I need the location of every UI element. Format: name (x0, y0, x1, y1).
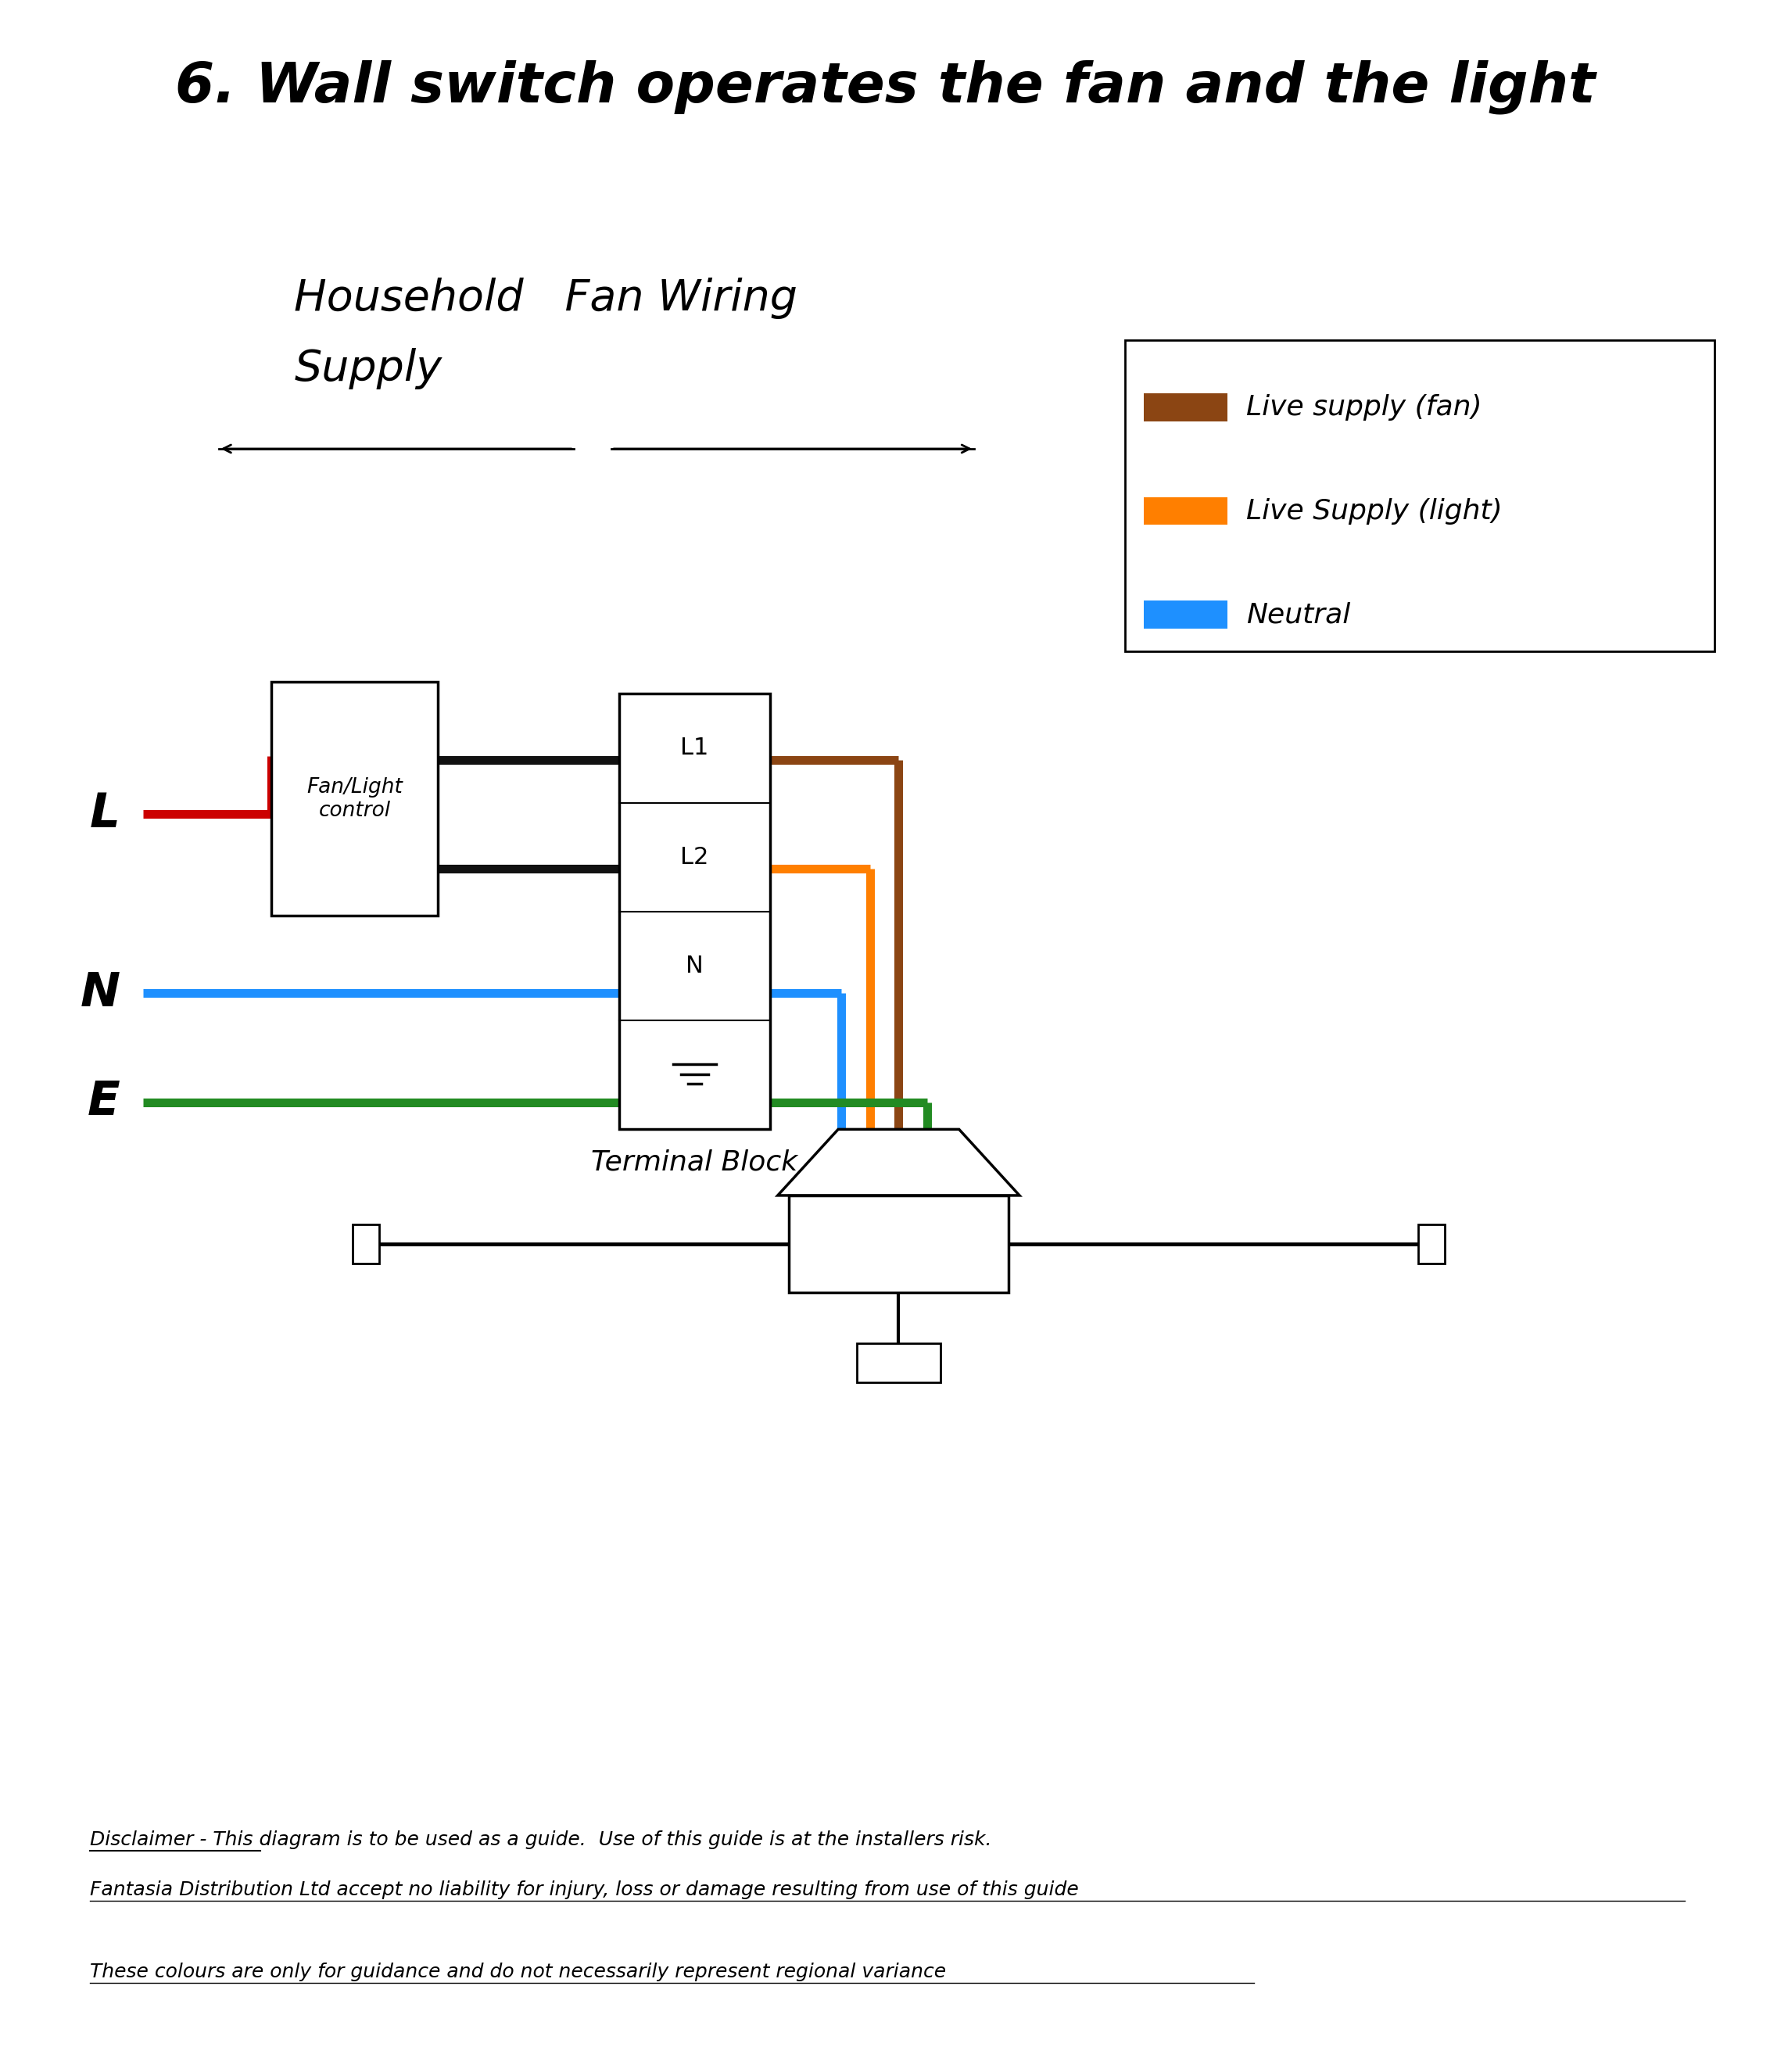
Text: Fantasia Distribution Ltd accept no liability for injury, loss or damage resulti: Fantasia Distribution Ltd accept no liab… (90, 1881, 1080, 1900)
Bar (789, 1196, 1009, 1293)
Bar (1143, 394, 1227, 421)
Bar (1143, 497, 1227, 524)
Bar (271, 682, 437, 916)
Text: Fan/Light
control: Fan/Light control (306, 777, 402, 821)
Text: Neutral: Neutral (1246, 601, 1351, 628)
Bar (857, 1343, 940, 1382)
Text: L1: L1 (680, 738, 708, 760)
Bar (1126, 340, 1715, 651)
Text: Household   Fan Wiring: Household Fan Wiring (294, 278, 798, 319)
Bar (620, 694, 770, 1129)
Text: Live Supply (light): Live Supply (light) (1246, 497, 1503, 524)
Polygon shape (777, 1129, 1020, 1196)
Bar (352, 1225, 379, 1264)
Text: Supply: Supply (294, 348, 442, 390)
Text: Disclaimer - This diagram is to be used as a guide.  Use of this guide is at the: Disclaimer - This diagram is to be used … (90, 1830, 991, 1848)
Text: Terminal Block: Terminal Block (591, 1148, 798, 1175)
Text: These colours are only for guidance and do not necessarily represent regional va: These colours are only for guidance and … (90, 1962, 947, 1981)
Text: 6. Wall switch operates the fan and the light: 6. Wall switch operates the fan and the … (175, 60, 1595, 114)
Text: N: N (685, 955, 703, 978)
Text: L: L (90, 792, 120, 837)
Text: N: N (80, 970, 120, 1015)
Bar (1418, 1225, 1444, 1264)
Bar (1143, 601, 1227, 628)
Text: E: E (88, 1080, 120, 1125)
Text: L2: L2 (680, 845, 708, 868)
Text: Live supply (fan): Live supply (fan) (1246, 394, 1481, 421)
